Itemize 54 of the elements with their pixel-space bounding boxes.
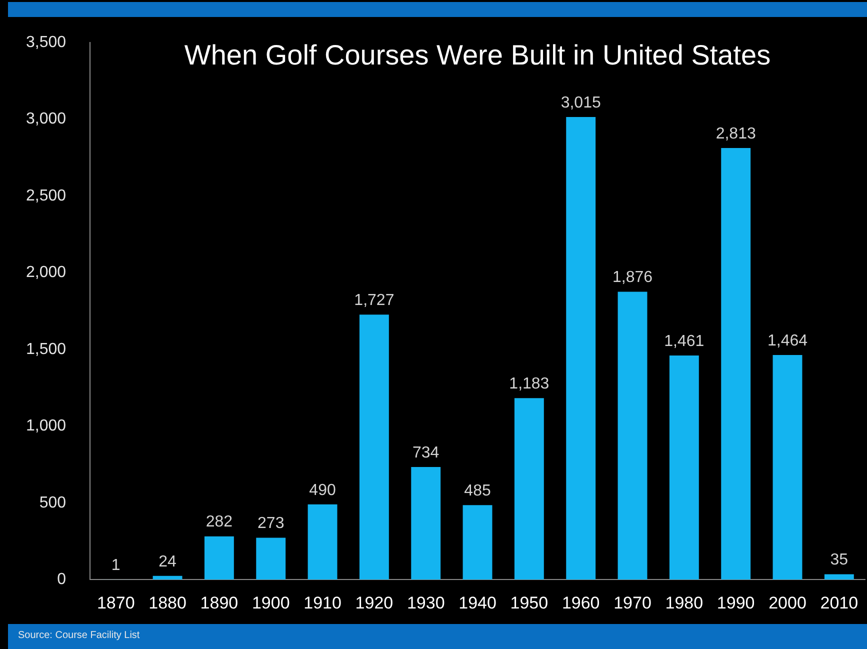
data-label: 2,813: [716, 125, 756, 142]
x-tick-label: 1910: [304, 593, 342, 612]
data-label: 490: [309, 482, 336, 499]
data-label: 1,461: [664, 332, 704, 350]
x-tick-label: 1920: [355, 593, 394, 612]
y-tick-label: 500: [39, 494, 66, 512]
x-tick-label: 1940: [458, 593, 496, 612]
y-tick-label: 3,500: [26, 34, 66, 52]
bar: [824, 574, 854, 580]
data-label: 273: [258, 515, 284, 532]
bar: [514, 398, 544, 580]
y-tick-label: 2,000: [26, 264, 66, 282]
x-tick-label: 1950: [510, 593, 548, 612]
y-tick-label: 0: [57, 571, 66, 588]
x-tick-label: 1970: [614, 593, 652, 612]
bar: [204, 536, 234, 580]
y-tick-label: 1,000: [26, 418, 66, 435]
x-tick-label: 1880: [148, 593, 186, 612]
y-tick-label: 2,500: [26, 187, 66, 204]
data-label: 1,464: [767, 332, 808, 350]
bar: [152, 576, 182, 580]
data-label: 3,015: [560, 94, 601, 112]
x-tick-label: 1990: [716, 593, 755, 612]
x-tick-label: 2010: [820, 593, 858, 612]
y-tick-label: 1,500: [26, 340, 66, 358]
source-note: Source: Course Facility List: [18, 630, 140, 642]
data-label: 282: [206, 514, 233, 531]
data-label: 734: [412, 444, 440, 462]
x-tick-label: 2000: [768, 593, 806, 612]
x-tick-label: 1930: [406, 593, 445, 612]
bar: [256, 538, 286, 580]
data-label: 485: [464, 482, 491, 500]
bar: [669, 355, 699, 580]
y-tick-label: 3,000: [26, 110, 66, 128]
x-tick-label: 1870: [96, 593, 135, 612]
data-label: 1,727: [354, 292, 394, 310]
data-label: 1,876: [612, 269, 653, 286]
x-tick-label: 1900: [252, 593, 290, 612]
bar: [618, 292, 648, 580]
data-label: 35: [830, 552, 848, 569]
chart-title: When Golf Courses Were Built in United States: [184, 39, 771, 70]
x-tick-label: 1890: [200, 593, 238, 612]
bar: [566, 117, 596, 580]
x-tick-label: 1960: [562, 593, 600, 612]
bar: [411, 466, 441, 580]
bar: [359, 314, 389, 580]
bar: [772, 354, 802, 580]
x-tick-label: 1980: [665, 593, 704, 612]
data-label: 1: [111, 556, 120, 574]
bar: [462, 505, 492, 580]
bar: [308, 504, 338, 580]
data-label: 1,183: [509, 376, 550, 392]
data-label: 24: [158, 553, 177, 570]
bar: [721, 148, 751, 580]
